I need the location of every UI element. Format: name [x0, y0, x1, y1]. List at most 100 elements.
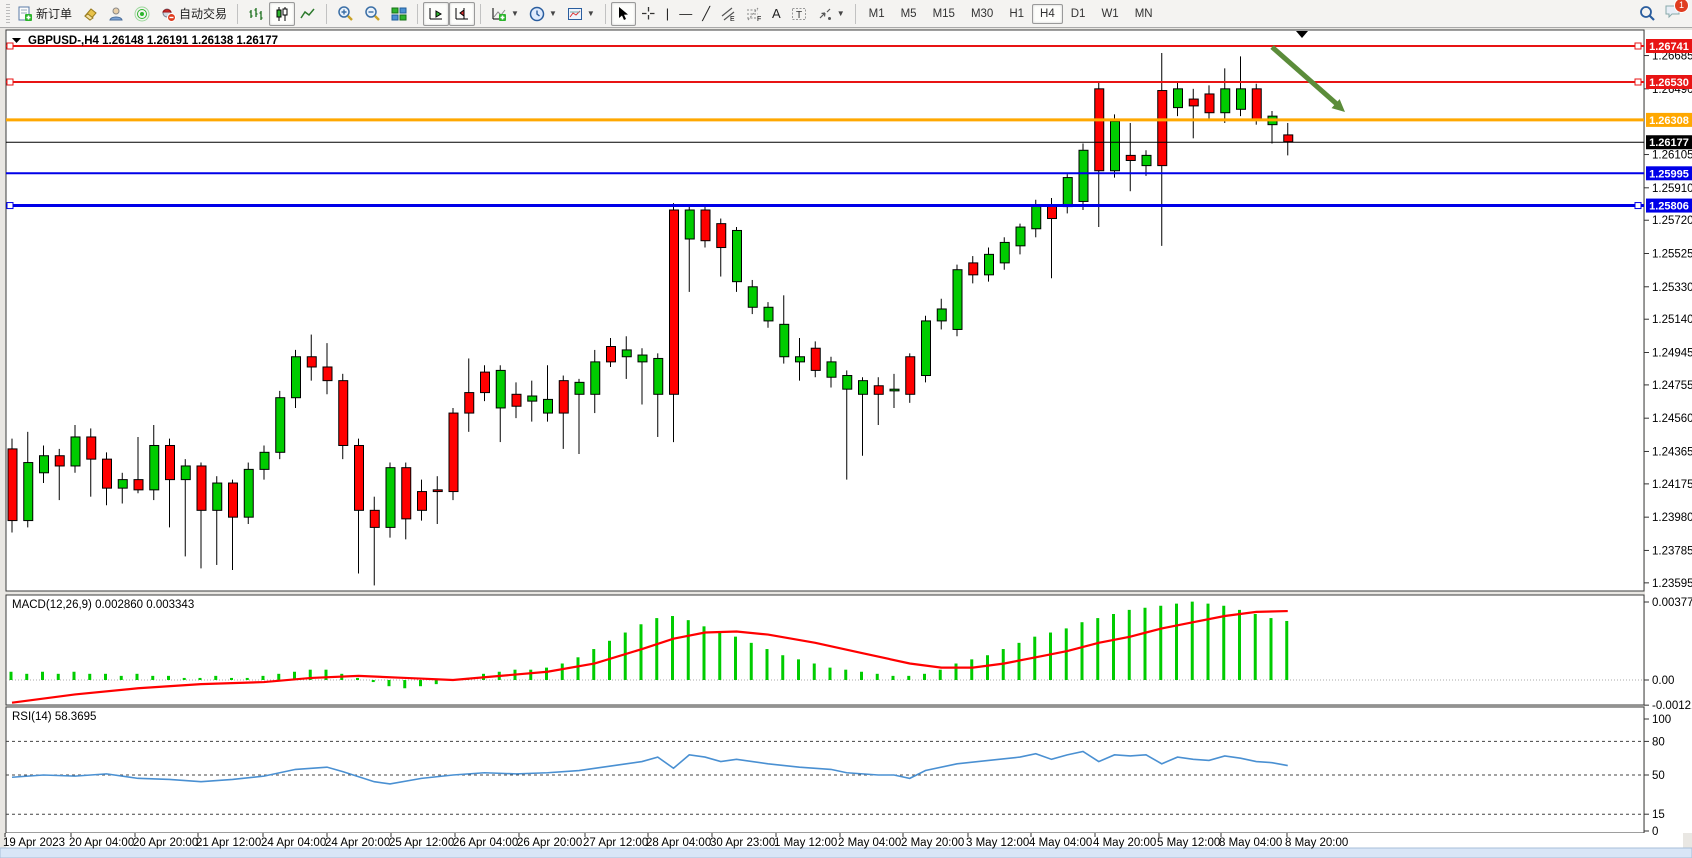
hline-handle[interactable] [1634, 202, 1642, 210]
svg-text:19 Apr 2023: 19 Apr 2023 [3, 837, 65, 849]
candle-body [39, 455, 49, 474]
candle-body [527, 395, 538, 402]
svg-text:0: 0 [1652, 826, 1658, 838]
candle-body [212, 482, 223, 511]
fibonacci-tool-button[interactable]: F [741, 2, 767, 26]
candle-body [448, 412, 459, 493]
svg-text:T: T [796, 10, 802, 21]
scroll-end-marker-icon [1296, 31, 1308, 38]
zoom-in-button[interactable] [332, 2, 359, 26]
timeframe-D1[interactable]: D1 [1070, 7, 1086, 20]
svg-text:30 Apr 23:00: 30 Apr 23:00 [710, 837, 775, 849]
candle-body [243, 468, 254, 518]
bar-chart-button[interactable] [243, 2, 269, 26]
svg-text:8 May 04:00: 8 May 04:00 [1219, 837, 1282, 849]
trend-arrow-annotation[interactable] [1270, 45, 1345, 112]
indicators-button[interactable]: ▼ [486, 2, 524, 26]
trendline-tool-button[interactable]: ╱ [697, 2, 715, 26]
price-tag [1646, 166, 1692, 181]
chart-shift-icon [455, 7, 469, 19]
chart-shift-button[interactable] [449, 1, 476, 26]
toolbar-right-group: 1 [1639, 0, 1689, 24]
arrows-tool-button[interactable]: ▼ [812, 2, 850, 26]
candlestick-chart-button[interactable] [269, 1, 296, 26]
svg-text:50: 50 [1652, 770, 1665, 782]
horizontal-line-tool-button[interactable]: — [674, 2, 697, 26]
timeframe-H4[interactable]: H4 [1032, 3, 1063, 24]
hline-objects[interactable]: 1.26741 1.26530 1.26308 1.26177 1.25995 1.258… [6, 39, 1692, 213]
horizontal-line-icon: — [679, 6, 693, 21]
dropdown-arrow-icon: ▼ [548, 9, 557, 18]
vertical-line-tool-button[interactable]: | [661, 2, 674, 26]
candle-body [999, 241, 1010, 264]
svg-text:1.25806: 1.25806 [1649, 201, 1689, 213]
hline-handle[interactable] [6, 42, 14, 50]
candle-body [275, 397, 286, 453]
autotrading-button[interactable]: 自动交易 [155, 2, 232, 26]
cursor-tool-button[interactable] [610, 1, 636, 26]
hline-handle[interactable] [6, 202, 14, 210]
candle-body [873, 385, 884, 395]
candle-body [574, 381, 585, 395]
periods-button[interactable]: ▼ [524, 2, 562, 26]
notifications-button[interactable]: 1 [1664, 0, 1689, 24]
line-chart-button[interactable] [295, 2, 321, 26]
text-label-tool-button[interactable]: T [786, 2, 812, 26]
crosshair-tool-button[interactable] [636, 2, 661, 26]
candle-body [558, 380, 569, 414]
candle-body [590, 361, 601, 395]
timeframe-M15[interactable]: M15 [932, 7, 955, 20]
auto-scroll-button[interactable] [423, 1, 450, 26]
candle-body [149, 444, 160, 491]
zoom-out-button[interactable] [359, 2, 386, 26]
eraser-button[interactable] [77, 2, 103, 26]
candle-body [653, 357, 664, 395]
templates-button[interactable]: ▼ [562, 2, 600, 26]
candle-body [984, 253, 994, 276]
candle-body [1157, 90, 1168, 167]
text-label-icon: T [791, 7, 806, 21]
timeframe-M1[interactable]: M1 [868, 7, 885, 20]
candle-body [1094, 88, 1105, 172]
candle-body [338, 380, 349, 446]
price-axis[interactable]: 1.266851.264901.261051.259101.257201.255… [1644, 51, 1692, 590]
eraser-icon [84, 7, 97, 21]
hline-handle[interactable] [1634, 78, 1642, 86]
svg-text:26 Apr 04:00: 26 Apr 04:00 [453, 837, 518, 849]
timeframe-MN[interactable]: MN [1134, 7, 1153, 20]
candle-body [495, 369, 506, 409]
price-tag [1646, 112, 1692, 127]
timeframe-M30[interactable]: M30 [970, 7, 994, 20]
candle-body [259, 451, 270, 470]
svg-text:80: 80 [1652, 736, 1665, 748]
bar-chart-icon [249, 7, 263, 20]
svg-text:1.24365: 1.24365 [1652, 446, 1692, 458]
tile-windows-button[interactable] [386, 2, 412, 26]
hline-handle[interactable] [1634, 42, 1642, 50]
new-order-button[interactable]: 新订单 [12, 2, 77, 26]
candle-body [354, 444, 364, 511]
candle-body [700, 209, 711, 242]
dropdown-arrow-icon: ▼ [586, 9, 595, 18]
profile-button[interactable] [103, 2, 129, 26]
trendline-icon: ╱ [702, 6, 711, 21]
search-icon[interactable] [1639, 5, 1656, 22]
signal-button[interactable] [129, 2, 155, 26]
profile-icon [109, 7, 123, 20]
svg-text:1.24560: 1.24560 [1652, 413, 1692, 425]
candle-body [952, 269, 963, 330]
channel-tool-button[interactable]: E [715, 2, 741, 26]
timeframe-M5[interactable]: M5 [900, 7, 917, 20]
timeframe-H1[interactable]: H1 [1009, 7, 1025, 20]
timeframe-W1[interactable]: W1 [1101, 7, 1119, 20]
svg-text:-0.001219: -0.001219 [1652, 700, 1692, 712]
text-tool-button[interactable]: A [767, 2, 786, 26]
price-tag [1646, 135, 1692, 150]
hline-handle[interactable] [6, 78, 14, 86]
svg-text:1.26177: 1.26177 [1649, 137, 1689, 149]
svg-text:8 May 20:00: 8 May 20:00 [1285, 837, 1348, 849]
candle-body [1062, 177, 1073, 208]
candle-body [165, 444, 175, 481]
